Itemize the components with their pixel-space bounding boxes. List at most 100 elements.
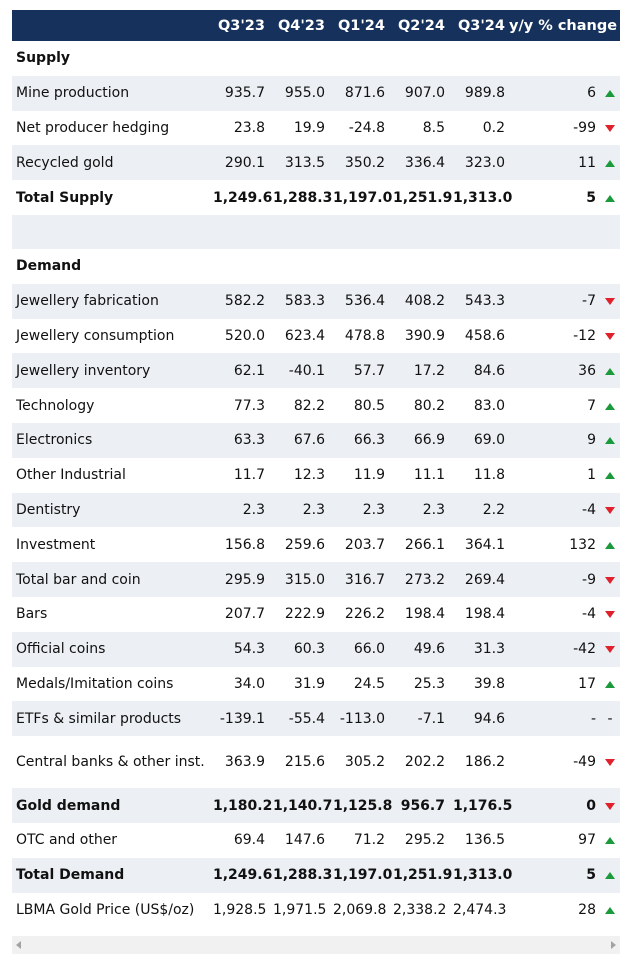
change-cell: -4	[509, 596, 600, 632]
value-cell: 31.9	[269, 666, 329, 702]
value-cell: 186.2	[449, 736, 509, 789]
gold-supply-demand-table-container: Q3'23 Q4'23 Q1'24 Q2'24 Q3'24 y/y % chan…	[12, 10, 621, 928]
row-label: Jewellery fabrication	[12, 283, 209, 319]
column-header: Q3'24	[449, 10, 509, 41]
scroll-left-arrow-icon[interactable]	[16, 941, 21, 949]
table-row: ETFs & similar products -139.1 -55.4 -113.0…	[12, 701, 621, 737]
value-cell: 34.0	[209, 666, 269, 702]
value-cell: 23.8	[209, 110, 269, 146]
value-cell: 2.3	[329, 492, 389, 528]
row-label: Electronics	[12, 422, 209, 458]
spacer-cell	[12, 214, 621, 249]
trend-down-icon	[605, 298, 615, 306]
row-label: Bars	[12, 596, 209, 632]
value-cell: 80.2	[389, 388, 449, 423]
table-row: Total Demand 1,249.6 1,288.3 1,197.0 1,251.9…	[12, 857, 621, 893]
trend-cell	[600, 892, 621, 928]
trend-down-icon	[605, 124, 615, 132]
value-cell: 226.2	[329, 596, 389, 632]
row-label: Investment	[12, 527, 209, 563]
value-cell: 19.9	[269, 110, 329, 146]
value-cell: 11.8	[449, 457, 509, 493]
trend-up-icon	[605, 194, 615, 202]
trend-cell	[600, 736, 621, 789]
table-body: Supply Mine production 935.7 955.0 871.6 907.…	[12, 41, 621, 928]
table-row: Other Industrial 11.7 12.3 11.9 11.1 11.8 1	[12, 457, 621, 493]
value-cell: 955.0	[269, 75, 329, 111]
value-cell: 266.1	[389, 527, 449, 563]
trend-up-icon	[605, 402, 615, 410]
trend-up-icon	[605, 680, 615, 688]
value-cell: 1,140.7	[269, 788, 332, 823]
section-title: Supply	[12, 41, 621, 76]
trend-up-icon	[605, 906, 615, 914]
table-row: Recycled gold 290.1 313.5 350.2 336.4 323.0 11	[12, 145, 621, 181]
value-cell: 323.0	[449, 145, 509, 181]
value-cell: 305.2	[329, 736, 389, 789]
change-cell: -99	[509, 110, 600, 146]
change-cell: 17	[509, 666, 600, 702]
horizontal-scrollbar[interactable]	[12, 936, 620, 954]
value-cell: -40.1	[269, 353, 329, 389]
value-cell: 94.6	[449, 701, 509, 737]
trend-cell	[600, 562, 621, 597]
column-header: Q4'23	[269, 10, 329, 41]
row-label: Gold demand	[12, 788, 209, 823]
value-cell: 1,197.0	[329, 857, 392, 893]
scroll-right-arrow-icon[interactable]	[611, 941, 616, 949]
change-cell: -4	[509, 492, 600, 528]
table-row: Jewellery fabrication 582.2 583.3 536.4 408.…	[12, 283, 621, 319]
value-cell: 1,288.3	[269, 857, 332, 893]
trend-cell	[600, 857, 621, 893]
column-header: Q2'24	[389, 10, 449, 41]
value-cell: -7.1	[389, 701, 449, 737]
table-row: LBMA Gold Price (US$/oz) 1,928.5 1,971.5 2,…	[12, 892, 621, 928]
value-cell: 316.7	[329, 562, 389, 597]
row-label: Mine production	[12, 75, 209, 111]
change-cell: 28	[509, 892, 600, 928]
table-row: Electronics 63.3 67.6 66.3 66.9 69.0 9	[12, 422, 621, 458]
trend-cell: -	[600, 701, 621, 737]
value-cell: 11.9	[329, 457, 389, 493]
value-cell: 1,197.0	[329, 180, 392, 215]
table-row: Technology 77.3 82.2 80.5 80.2 83.0 7	[12, 388, 621, 423]
row-label: ETFs & similar products	[12, 701, 209, 737]
table-row: Investment 156.8 259.6 203.7 266.1 364.1 132	[12, 527, 621, 563]
row-label: Total Demand	[12, 857, 209, 893]
change-cell: -49	[509, 736, 600, 789]
trend-cell	[600, 283, 621, 319]
value-cell: 336.4	[389, 145, 449, 181]
row-label: Total Supply	[12, 180, 209, 215]
table-row: Net producer hedging 23.8 19.9 -24.8 8.5 0.2-…	[12, 110, 621, 146]
trend-cell	[600, 180, 621, 215]
trend-up-icon	[605, 837, 615, 845]
value-cell: 198.4	[389, 596, 449, 632]
value-cell: 1,313.0	[449, 857, 512, 893]
value-cell: 363.9	[209, 736, 269, 789]
value-cell: -139.1	[209, 701, 269, 737]
value-cell: 49.6	[389, 631, 449, 667]
value-cell: 583.3	[269, 283, 329, 319]
trend-up-icon	[605, 872, 615, 880]
value-cell: 364.1	[449, 527, 509, 563]
row-label: Jewellery consumption	[12, 318, 209, 354]
value-cell: 1,251.9	[389, 180, 452, 215]
value-cell: 1,249.6	[209, 180, 272, 215]
spacer-row	[12, 214, 621, 249]
value-cell: 25.3	[389, 666, 449, 702]
value-cell: 11.7	[209, 457, 269, 493]
column-header: Q3'23	[209, 10, 269, 41]
value-cell: 1,180.2	[209, 788, 272, 823]
row-label: Total bar and coin	[12, 562, 209, 597]
value-cell: 198.4	[449, 596, 509, 632]
trend-cell	[600, 457, 621, 493]
trend-down-icon	[605, 506, 615, 514]
trend-cell	[600, 666, 621, 702]
row-label: LBMA Gold Price (US$/oz)	[12, 892, 209, 928]
trend-cell	[600, 596, 621, 632]
table-row: OTC and other 69.4 147.6 71.2 295.2 136.5 97	[12, 822, 621, 858]
value-cell: 207.7	[209, 596, 269, 632]
value-cell: 273.2	[389, 562, 449, 597]
table-row: Jewellery inventory 62.1 -40.1 57.7 17.2 84.6…	[12, 353, 621, 389]
trend-cell	[600, 318, 621, 354]
